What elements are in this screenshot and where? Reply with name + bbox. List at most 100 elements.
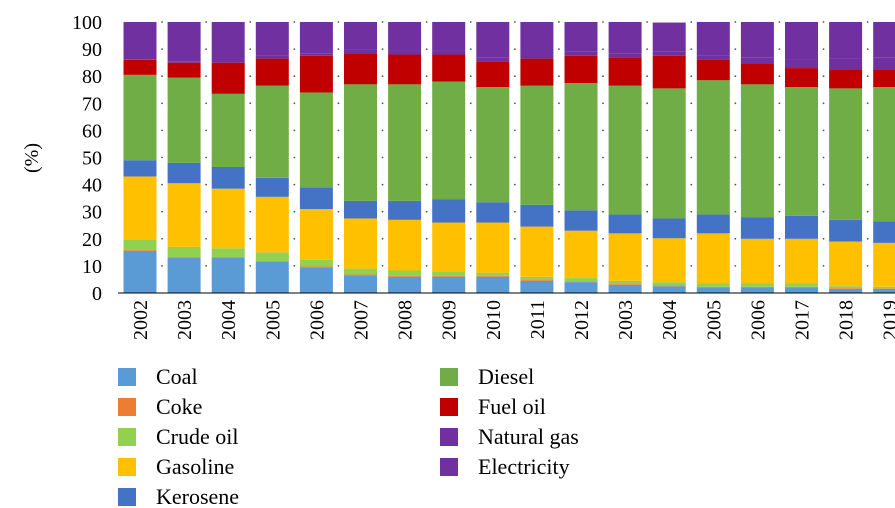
grid-dot [293, 75, 296, 78]
bar-segment-fuel-oil [564, 55, 598, 83]
bar-segment-coal [785, 287, 818, 293]
grid-dot [337, 183, 340, 186]
grid-dot [161, 237, 163, 240]
grid-dot [513, 129, 516, 132]
grid-dot [558, 75, 560, 78]
y-tick-label: 0 [92, 283, 102, 305]
bar-segment-natural-gas [873, 57, 895, 70]
bar-segment-crude-oil [388, 270, 422, 276]
legend-swatch [118, 428, 136, 446]
bar-segment-gasoline [123, 176, 157, 240]
bar-segment-diesel [564, 82, 598, 211]
bar-segment-kerosene [167, 162, 201, 184]
bar-segment-crude-oil [167, 246, 201, 257]
bar-segment-coke [608, 284, 642, 285]
bar-segment-kerosene [873, 221, 895, 243]
legend-swatch [440, 398, 458, 416]
y-tick-label: 60 [82, 120, 102, 142]
bar-segment-natural-gas [167, 61, 201, 63]
bar-segment-coal [873, 288, 895, 293]
x-tick-label: 2005 [262, 300, 284, 340]
bar-segment-kerosene [476, 202, 510, 223]
bar-segment-fuel-oil [432, 54, 466, 82]
bar-segment-fuel-oil [299, 55, 333, 93]
grid-dot [205, 265, 208, 267]
grid-dot [866, 210, 869, 213]
bar-segment-coal [344, 275, 377, 293]
grid-dot [558, 265, 560, 267]
grid-dot [646, 21, 649, 23]
grid-dot [161, 21, 163, 23]
grid-dot [734, 48, 737, 50]
bar-segment-fuel-oil [476, 61, 510, 88]
grid-dot [778, 210, 781, 213]
grid-dot [602, 210, 604, 213]
bar-segment-electricity [740, 22, 774, 58]
grid-dot [425, 210, 428, 213]
grid-dot [337, 102, 340, 105]
bar-segment-coke [123, 250, 157, 251]
grid-dot [381, 21, 384, 23]
grid-dot [513, 210, 516, 213]
grid-dot [205, 210, 208, 213]
grid-dot [734, 183, 737, 186]
grid-dot [381, 48, 384, 50]
grid-dot [778, 237, 781, 240]
grid-dot [558, 183, 560, 186]
grid-dot [822, 102, 825, 105]
bar-segment-electricity [608, 22, 642, 54]
bar-segment-fuel-oil [608, 57, 642, 86]
grid-dot [381, 183, 384, 186]
bar-segment-fuel-oil [785, 68, 818, 88]
bar-segment-natural-gas [740, 57, 774, 65]
bar-segment-gasoline [608, 233, 642, 281]
grid-dot [602, 75, 604, 78]
grid-dot [469, 75, 472, 78]
bar-segment-coke [696, 286, 730, 288]
bar-segment-kerosene [255, 177, 289, 197]
bar-segment-electricity [696, 22, 730, 56]
bar-segment-electricity [123, 22, 157, 60]
grid-dot [690, 183, 693, 186]
grid-dot [293, 265, 296, 267]
legend-swatch [118, 488, 136, 506]
grid-dot [469, 237, 472, 240]
grid-dot [205, 102, 208, 105]
grid-dot [381, 265, 384, 267]
y-tick-label: 30 [82, 202, 102, 224]
grid-dot [337, 237, 340, 240]
legend-label: Electricity [478, 454, 570, 479]
grid-dot [690, 265, 693, 267]
bar-segment-electricity [167, 22, 201, 62]
grid-dot [602, 21, 604, 23]
grid-dot [469, 156, 472, 159]
bar-segment-electricity [476, 22, 510, 58]
grid-dot [293, 129, 296, 132]
bar-segment-gasoline [785, 238, 818, 284]
x-tick-label: 2004 [659, 300, 681, 340]
y-tick-label: 20 [82, 229, 102, 251]
grid-dot [469, 265, 472, 267]
x-tick-label: 2004 [218, 300, 240, 340]
legend: Coal Coke Crude oil Gasoline Kerosene Diesel F… [118, 364, 579, 508]
grid-dot [513, 75, 516, 78]
grid-dot [866, 265, 869, 267]
bar-segment-diesel [167, 77, 201, 163]
grid-dot [646, 75, 649, 78]
grid-dot [161, 210, 163, 213]
grid-dot [602, 183, 604, 186]
grid-dot [646, 183, 649, 186]
grid-dot [337, 75, 340, 78]
bar-segment-natural-gas [344, 49, 377, 54]
grid-dot [337, 156, 340, 159]
grid-dot [249, 156, 252, 159]
grid-dot [734, 21, 737, 23]
legend-swatch [440, 368, 458, 386]
bar-segment-fuel-oil [211, 62, 245, 94]
grid-dot [558, 210, 560, 213]
bar-segment-natural-gas [255, 55, 289, 59]
grid-dot [558, 102, 560, 105]
y-tick-label: 50 [82, 148, 102, 170]
grid-dot [646, 210, 649, 213]
grid-dot [381, 102, 384, 105]
